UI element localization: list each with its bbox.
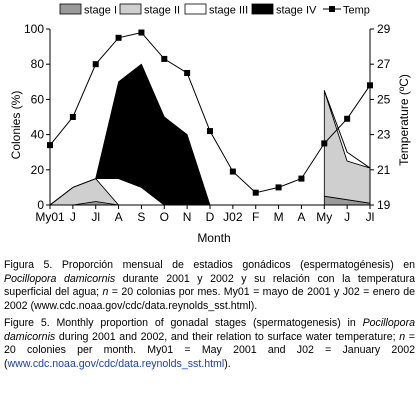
y2-tick-label: 25 [377, 92, 391, 106]
temp-point [367, 82, 373, 89]
y-tick-label: 40 [31, 128, 45, 142]
legend-swatch-stage-III [184, 3, 207, 15]
caption-en-link[interactable]: www.cdc.noaa.gov/cdc/data.reynolds_sst.h… [7, 357, 225, 370]
x-tick-label: J02 [223, 210, 243, 224]
x-tick-label: N [183, 210, 192, 224]
caption-es-n: n [102, 286, 109, 299]
legend-label-stage-II: stage II [144, 5, 180, 17]
temp-point [298, 175, 305, 182]
caption-spanish: Figura 5. Proporción mensual de estadios… [4, 259, 415, 313]
temp-point [229, 168, 236, 175]
temp-point [161, 55, 168, 62]
legend-label-stage-IV: stage IV [276, 5, 317, 17]
legend-swatch-stage-I [59, 3, 82, 15]
y-tick-label: 0 [37, 198, 44, 212]
caption-en-label: Figure 5. [4, 317, 50, 329]
temp-point [92, 61, 99, 68]
temp-point [138, 29, 145, 36]
x-tick-label: Jl [366, 210, 375, 224]
temp-point [69, 114, 76, 120]
caption-es-label: Figura 5. [4, 259, 53, 271]
y2-tick-label: 21 [377, 163, 391, 177]
caption-en-species: Pocillopora damicornis [4, 317, 415, 343]
caption-en-part4: ). [224, 357, 231, 370]
x-tick-label: My [316, 210, 332, 224]
legend-label-Temp: Temp [343, 5, 370, 17]
temp-point [47, 142, 53, 149]
caption-en-part2: during 2001 and 2002, and their relation… [55, 330, 400, 343]
x-tick-label: A [297, 210, 305, 224]
y2-tick-label: 27 [377, 57, 391, 71]
temp-point [252, 189, 259, 196]
caption-es-species: Pocillopora damicornis [4, 272, 116, 285]
caption-en-part3: = 20 colonies per month. My01 = May 2001… [4, 330, 415, 370]
temp-point [275, 184, 282, 191]
legend-marker-temp [329, 6, 335, 12]
x-tick-label: O [160, 210, 169, 224]
x-tick-label: S [137, 210, 145, 224]
y2-tick-label: 23 [377, 128, 391, 142]
y2-tick-label: 19 [377, 198, 391, 212]
legend-label-stage-III: stage III [209, 5, 248, 17]
caption-en-n: n [399, 330, 406, 343]
y2-axis-label: Temperature (ºC) [397, 74, 411, 166]
x-tick-label: J [344, 210, 350, 224]
x-tick-label: M [274, 210, 284, 224]
caption-english: Figure 5. Monthly proportion of gonadal … [4, 317, 415, 371]
temp-point [321, 140, 328, 147]
area-stage-II-segment-2 [323, 90, 371, 204]
x-tick-label: F [252, 210, 259, 224]
x-axis-label: Month [197, 231, 230, 245]
x-tick-label: A [115, 210, 123, 224]
caption-es-part3: = 20 colonias por mes. My01 = mayo de 20… [4, 286, 415, 312]
temp-point [344, 115, 351, 122]
caption-es-part1: Proporción mensual de estadios gonádicos… [52, 259, 415, 271]
temp-point [184, 70, 191, 76]
temp-point [207, 128, 213, 135]
y2-tick-label: 29 [377, 22, 391, 36]
y-tick-label: 80 [31, 57, 45, 71]
x-tick-label: J [70, 210, 76, 224]
y-tick-label: 60 [31, 92, 45, 106]
y-axis-label: Colonies (%) [9, 91, 23, 160]
temp-point [115, 34, 122, 41]
stage-areas [49, 63, 371, 206]
legend-swatch-stage-II [119, 3, 142, 15]
caption-es-part2: durante 2001 y 2002 y su relación con la… [4, 272, 416, 299]
temperature-line [47, 29, 373, 196]
x-tick-label: Jl [91, 210, 100, 224]
x-tick-label: D [206, 210, 215, 224]
y-tick-label: 100 [24, 22, 44, 36]
caption-en-part1: Monthly proportion of gonadal stages (sp… [49, 317, 363, 329]
x-tick-label: My01 [35, 210, 65, 224]
legend: stage I stage II stage III stage IV Temp [59, 3, 370, 17]
legend-label-stage-I: stage I [84, 5, 117, 17]
legend-swatch-stage-IV [251, 3, 274, 15]
y-tick-label: 20 [31, 163, 45, 177]
